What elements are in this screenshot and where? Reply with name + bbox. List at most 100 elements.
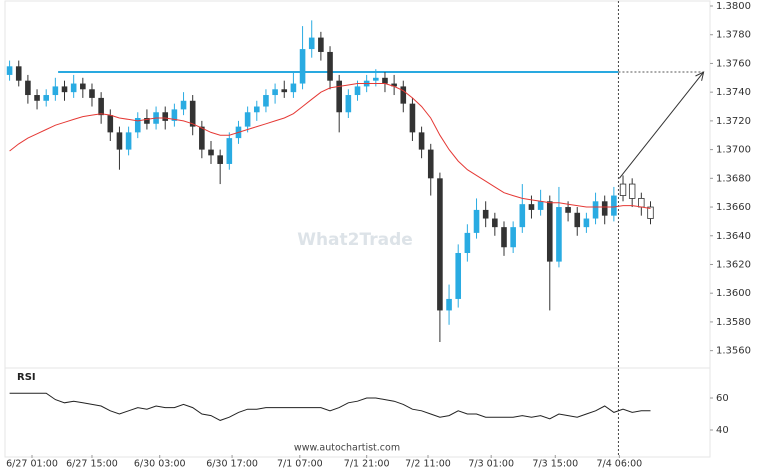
y-tick-label: 1.3780 — [716, 30, 751, 41]
rsi-label: RSI — [17, 372, 36, 383]
x-tick-label: 6/30 17:00 — [206, 459, 258, 470]
y-tick-label: 1.3720 — [716, 116, 751, 127]
candle-body — [611, 195, 617, 216]
x-tick-label: 7/2 11:00 — [405, 459, 451, 470]
candle-body — [601, 201, 608, 216]
candle-body — [98, 97, 104, 116]
candle-body — [628, 183, 636, 199]
candle-body — [565, 207, 571, 213]
candle-body — [556, 207, 562, 262]
candle-body — [418, 132, 425, 150]
y-tick-label: 1.3640 — [716, 231, 751, 242]
candle-body — [272, 89, 278, 96]
y-tick-label: 1.3760 — [716, 58, 751, 69]
candle-body — [162, 112, 169, 121]
candle-body — [574, 212, 581, 228]
candle-body — [52, 86, 59, 96]
rsi-tick-label: 40 — [716, 425, 729, 436]
y-tick-label: 1.3800 — [716, 1, 751, 12]
candle-body — [6, 66, 13, 75]
source: www.autochartist.com — [294, 443, 400, 454]
candle-body — [263, 95, 269, 107]
candle-body — [455, 252, 462, 299]
candle-body — [336, 80, 342, 113]
candle-body — [492, 218, 498, 228]
x-tick-label: 6/30 03:00 — [134, 459, 186, 470]
candle-body — [619, 183, 627, 196]
candle-body — [107, 115, 114, 133]
candle-body — [373, 77, 379, 81]
y-tick-label: 1.3680 — [716, 173, 751, 184]
candle-body — [134, 118, 141, 133]
candle-body — [308, 37, 315, 50]
forecast-arrowhead — [695, 71, 705, 81]
candle-body — [199, 126, 205, 150]
candle-body — [244, 112, 251, 127]
candle-body — [171, 109, 178, 121]
candle-body — [290, 83, 297, 93]
candle-body — [528, 204, 535, 210]
candle-body — [638, 198, 645, 208]
candle-body — [43, 95, 50, 101]
candle-body — [253, 106, 260, 113]
frame — [4, 0, 711, 458]
candle-body — [70, 83, 77, 93]
x-tick-label: 6/27 15:00 — [66, 459, 118, 470]
y-tick-label: 1.3560 — [716, 346, 751, 357]
candle-body — [25, 80, 31, 96]
candle-body — [391, 83, 397, 87]
candle-body — [144, 118, 150, 124]
candle-body — [400, 86, 407, 104]
rsi-tick-label: 60 — [716, 393, 729, 404]
candle-body — [281, 89, 288, 93]
candle-body — [592, 201, 599, 219]
candle-body — [437, 178, 443, 311]
candle-body — [546, 201, 553, 262]
candle-body — [409, 103, 416, 133]
candle-body — [116, 132, 123, 150]
candle-body — [61, 86, 68, 93]
rsi-line — [9, 392, 651, 421]
x-tick-label: 7/1 07:00 — [277, 459, 323, 470]
candle-body — [464, 232, 471, 253]
x-tick-label: 7/3 15:00 — [532, 459, 578, 470]
candle-body — [180, 100, 187, 110]
candle-body — [226, 138, 233, 164]
candle-body — [189, 100, 196, 127]
y-tick-label: 1.3580 — [716, 317, 751, 328]
candle-body — [208, 149, 214, 156]
x-tick-label: 7/4 06:00 — [597, 459, 643, 470]
y-tick-label: 1.3660 — [716, 202, 751, 213]
candle-body — [318, 37, 324, 52]
candle-body — [446, 298, 452, 311]
candle-body — [473, 209, 480, 233]
moving-average — [9, 83, 651, 209]
candle-body — [519, 204, 526, 228]
candle-body — [427, 149, 434, 179]
candle-body — [89, 89, 95, 98]
y-tick-label: 1.3740 — [716, 87, 751, 98]
candle-body — [382, 77, 388, 84]
y-tick-label: 1.3700 — [716, 145, 751, 156]
candle-body — [510, 227, 516, 248]
x-tick-label: 7/3 01:00 — [468, 459, 514, 470]
y-tick-label: 1.3620 — [716, 259, 751, 270]
forecast-arrow — [618, 71, 704, 179]
candle-body — [299, 49, 306, 84]
candle-body — [482, 209, 489, 219]
candle-body — [327, 51, 333, 81]
candle-body — [15, 66, 22, 81]
x-tick-label: 6/27 01:00 — [6, 459, 58, 470]
candle-body — [34, 95, 40, 101]
candle-body — [125, 132, 132, 150]
candle-body — [345, 95, 352, 113]
y-tick-label: 1.3600 — [716, 288, 751, 299]
candle-body — [501, 227, 507, 248]
candle-body — [537, 201, 544, 210]
candle-body — [583, 218, 590, 228]
x-tick-label: 7/1 21:00 — [344, 459, 390, 470]
candle-body — [80, 83, 86, 90]
candle-body — [217, 155, 223, 164]
